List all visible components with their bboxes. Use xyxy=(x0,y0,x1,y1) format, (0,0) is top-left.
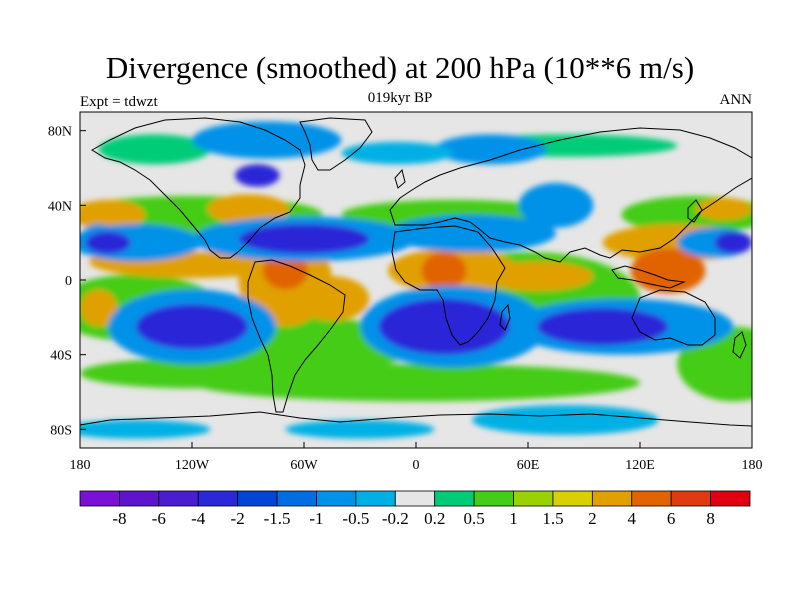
coast-south-america xyxy=(247,259,346,413)
longitude-ticks: 180 120W 60W 0 60E 120E 180 xyxy=(70,442,763,473)
colorbar-swatch xyxy=(710,490,751,507)
colorbar-label: 1.5 xyxy=(542,509,563,528)
coast-eurasia xyxy=(389,127,752,263)
coast-africa xyxy=(391,225,506,346)
colorbar-label: -1 xyxy=(309,509,323,528)
field-region xyxy=(238,224,370,254)
x-tick-label: 180 xyxy=(70,458,91,473)
field-region xyxy=(136,304,248,350)
y-tick-label: 80S xyxy=(50,423,72,438)
colorbar-swatch xyxy=(394,490,436,507)
colorbar-label: -1.5 xyxy=(264,509,291,528)
coast-australia xyxy=(631,289,716,346)
x-tick-label: 0 xyxy=(413,458,420,473)
y-tick-label: 40S xyxy=(50,349,72,364)
colorbar-swatch xyxy=(434,490,475,507)
colorbar-swatch xyxy=(316,490,357,507)
colorbar-label: 8 xyxy=(706,509,715,528)
field-region xyxy=(192,121,342,159)
coastlines xyxy=(80,117,752,427)
colorbar-swatch xyxy=(513,490,554,507)
coast-north-america xyxy=(91,117,306,259)
colorbar-label: 4 xyxy=(628,509,637,528)
colorbar-label: -0.2 xyxy=(382,509,409,528)
colorbar-label: -4 xyxy=(191,509,206,528)
colorbar-label: 1 xyxy=(509,509,518,528)
colorbar-swatch xyxy=(591,490,633,507)
field-region xyxy=(537,308,669,346)
colorbar-swatch xyxy=(670,490,711,507)
field-region xyxy=(378,298,510,355)
field-region xyxy=(341,141,454,165)
colorbar-label: 6 xyxy=(667,509,676,528)
field-region xyxy=(234,164,280,187)
season-label: ANN xyxy=(719,92,753,108)
colorbar-swatch xyxy=(119,490,160,507)
field-region xyxy=(206,194,290,224)
experiment-label: Expt = tdwzt xyxy=(80,94,158,110)
field-region xyxy=(714,231,752,254)
colorbar-swatch xyxy=(276,490,317,507)
field-region xyxy=(421,251,467,290)
coast-new-zealand xyxy=(732,331,747,359)
coast-greenland xyxy=(299,117,373,171)
colorbar-swatch xyxy=(552,490,593,507)
field-region xyxy=(294,276,370,322)
x-tick-label: 120E xyxy=(625,458,655,473)
x-tick-label: 180 xyxy=(742,458,763,473)
colorbar-swatch xyxy=(631,490,672,507)
coast-indonesia xyxy=(611,265,686,289)
x-tick-label: 120W xyxy=(175,458,210,473)
colorbar-swatch xyxy=(355,490,396,507)
coast-uk xyxy=(394,168,406,189)
field-region xyxy=(262,251,308,290)
x-tick-label: 60E xyxy=(517,458,540,473)
colorbar-label: -6 xyxy=(152,509,166,528)
coast-antarctica xyxy=(80,411,752,427)
chart-title: Divergence (smoothed) at 200 hPa (10**6 … xyxy=(105,50,695,85)
colorbar-swatch xyxy=(237,490,278,507)
colorbar-swatch xyxy=(473,490,514,507)
colorbar-swatch xyxy=(158,490,199,507)
colorbar-swatch xyxy=(197,490,239,507)
colorbar-label: 0.5 xyxy=(463,509,484,528)
time-label: 019kyr BP xyxy=(367,90,433,106)
colorbar-label: 0.2 xyxy=(424,509,445,528)
field-region xyxy=(80,358,304,389)
colorbar: -8 -6 -4 -2 -1.5 -1 -0.5 -0.2 0.2 0.5 1 1.5 2 4 6 8 xyxy=(79,490,751,528)
field-region xyxy=(471,405,659,435)
y-tick-label: 80N xyxy=(48,125,72,140)
field-region xyxy=(80,289,118,327)
field-layer xyxy=(80,112,752,448)
field-region xyxy=(98,134,211,165)
field-region xyxy=(434,134,547,165)
field-region xyxy=(630,248,706,294)
coast-madagascar xyxy=(499,303,511,331)
field-region xyxy=(481,261,594,292)
field-region xyxy=(285,420,435,439)
latitude-ticks: 80N 40N 0 40S 80S xyxy=(48,125,86,438)
colorbar-swatch xyxy=(79,490,120,507)
colorbar-label: -0.5 xyxy=(342,509,369,528)
field-region xyxy=(85,231,131,254)
colorbar-label: -2 xyxy=(231,509,245,528)
field-region xyxy=(80,421,192,437)
field-region xyxy=(696,197,752,221)
field-region xyxy=(518,182,594,228)
coast-japan xyxy=(687,199,703,223)
y-tick-label: 0 xyxy=(65,274,72,289)
x-tick-label: 60W xyxy=(290,458,318,473)
colorbar-label: 2 xyxy=(588,509,597,528)
colorbar-label: -8 xyxy=(112,509,126,528)
field-region xyxy=(80,199,146,230)
y-tick-label: 40N xyxy=(48,199,72,214)
